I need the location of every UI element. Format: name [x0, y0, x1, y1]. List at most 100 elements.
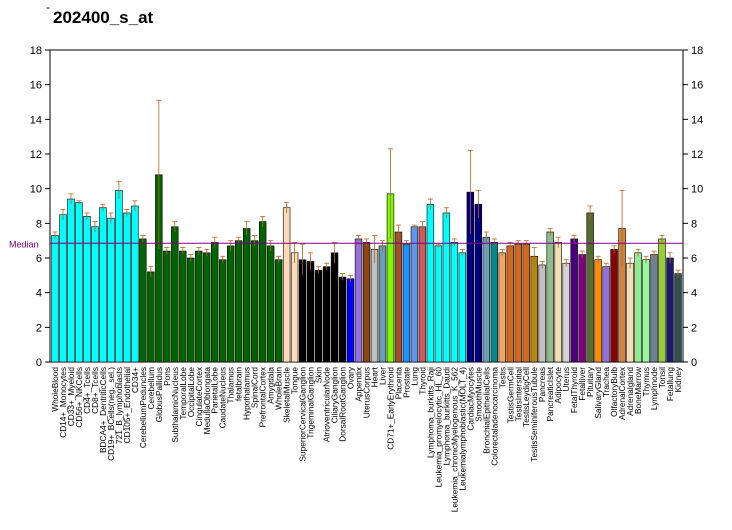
corner-mark: -	[46, 0, 50, 14]
x-tick-label: PancreaticIslet	[545, 366, 555, 421]
x-tick-label: SubthalamicNucleus	[170, 367, 180, 443]
bar-OccipitalLobe	[187, 257, 195, 363]
bar-CerebellumPeduncles	[139, 238, 147, 363]
x-tick-label: Liver	[377, 367, 387, 385]
bar-TrigeminalGanglion	[306, 261, 315, 363]
x-tick-label: Appendix	[354, 366, 364, 401]
chart-title: 202400_s_at	[53, 8, 154, 27]
bar-Adipocyte	[554, 242, 562, 363]
x-tick-label: CD34+	[130, 367, 140, 393]
x-tick-label: Testis	[497, 367, 507, 388]
x-tick-label: Leukemia_chronicMyelogenous_K_562	[449, 367, 459, 513]
x-tick-label: Amygdala	[266, 367, 276, 404]
bar-Kidney	[674, 273, 682, 363]
bar-CingulateCortex	[195, 250, 203, 363]
bar-SpinalCord	[250, 240, 259, 363]
bar-Amygdala	[266, 245, 275, 363]
x-tick-label: SuperiorCervicalGanglion	[298, 367, 308, 462]
x-tick-label: GlobusPallidus	[154, 367, 164, 422]
x-tick-label: CaudateNucleus	[218, 367, 228, 428]
bar-721_B_lymphoblasts	[115, 190, 123, 363]
y-tick-label-left: 10	[30, 184, 42, 196]
bar-Fetalliver	[578, 254, 586, 363]
x-tick-label: Ovary	[346, 366, 356, 389]
bar-Leukemia_promyelocytic_HL_60	[434, 245, 443, 363]
bar-Cerebellum	[147, 271, 155, 363]
bar-SmoothMuscle	[474, 203, 483, 363]
bar-Liver	[378, 245, 387, 363]
bar-Trachea	[602, 266, 610, 363]
x-tick-label: SkeletalMuscle	[282, 367, 292, 423]
x-tick-label: CD4+_Tcells	[82, 367, 92, 414]
x-tick-label: DorsalRootGanglion	[338, 367, 348, 442]
y-tick-label-right: 0	[691, 357, 697, 369]
x-tick-label: TrigeminalGanglion	[306, 367, 316, 439]
x-tick-label: CD56+_NKCells	[74, 367, 84, 428]
x-tick-label: Kidney	[673, 366, 683, 392]
x-tick-label: WholeBlood	[50, 367, 60, 412]
x-tick-label: CD8+_Tcells	[90, 367, 100, 414]
y-tick-label-left: 14	[30, 114, 42, 126]
y-tick-label-left: 8	[36, 218, 42, 230]
bar-Lymphnode	[650, 254, 658, 363]
bar-Tongue	[290, 252, 299, 363]
x-tick-label: CardiacMyocytes	[465, 367, 475, 431]
bar-CD4+_Tcells	[83, 216, 91, 363]
bar-TestisSeminiferousTubule	[530, 255, 538, 363]
x-tick-label: ParietalLobe	[210, 367, 220, 414]
x-tick-label: 721_B_lymphoblasts	[114, 367, 124, 444]
bar-Lymphoma_burkitts_Raji	[426, 203, 435, 363]
bar-Lung	[410, 226, 419, 363]
bar-Skin	[314, 269, 323, 363]
x-tick-label: Prostate	[401, 367, 411, 398]
x-tick-label: Thyroid	[417, 367, 427, 395]
bar-TestisIntersitial	[514, 243, 522, 363]
x-tick-label: BronchialEpithelialCells	[481, 367, 491, 454]
bar-AtrioventricularNode	[322, 266, 331, 363]
bar-Placenta	[394, 231, 403, 363]
bar-CiliaryGanglion	[330, 252, 339, 363]
x-tick-label: Placenta	[393, 367, 403, 400]
x-tick-label: Adrenalgland	[625, 367, 635, 416]
y-tick-label-right: 4	[691, 288, 697, 300]
y-tick-label-right: 12	[691, 149, 703, 161]
x-tick-label: AtrioventricularNode	[322, 367, 332, 443]
bar-Thymus	[642, 259, 650, 363]
bar-Fetallung	[666, 257, 674, 363]
x-tick-label: Lymphoma_burkitts_Raji	[425, 367, 435, 458]
y-tick-label-left: 18	[30, 45, 42, 57]
bar-BronchialEpithelialCells	[482, 236, 491, 363]
x-tick-label: Thymus	[641, 367, 651, 397]
x-tick-label: CD105+_Endothelial	[122, 367, 132, 443]
x-tick-label: CiliaryGanglion	[330, 367, 340, 424]
x-tick-label: OccipitalLobe	[186, 367, 196, 418]
bar-OlfactoryBulb	[610, 249, 618, 363]
x-tick-label: Heart	[369, 366, 379, 387]
bar-BoneMarrow	[634, 252, 642, 363]
x-tick-label: Skin	[314, 367, 324, 384]
x-tick-label: TemporalLobe	[178, 367, 188, 420]
bar-MedullaOblongata	[203, 252, 211, 363]
bar-Appendix	[354, 238, 363, 363]
x-tick-label: Tonsil	[657, 367, 667, 388]
x-tick-label: MedullaOblongata	[202, 367, 212, 435]
x-tick-label: Pons	[162, 367, 172, 386]
bar-Leukemialymphoblastic(MOLT_4)	[458, 252, 467, 363]
y-tick-label-left: 0	[36, 357, 42, 369]
x-tick-label: CD33+_Myeloid	[66, 367, 76, 427]
x-tick-label: Pancreas	[537, 367, 547, 402]
bar-Thalamus	[227, 245, 235, 363]
y-tick-label-right: 2	[691, 322, 697, 334]
x-tick-label: WholeBrain	[274, 367, 284, 410]
bar-Heart	[370, 249, 379, 363]
x-tick-label: Tongue	[290, 367, 300, 395]
x-tick-label: Uterus	[561, 367, 571, 391]
bar-CD105+_Endothelial	[123, 212, 131, 363]
median-label: Median	[9, 239, 39, 249]
x-tick-label: CerebellumPeduncles	[138, 367, 148, 448]
x-tick-label: TestisIntersitial	[513, 367, 523, 422]
x-tick-label: SalivaryGland	[593, 367, 603, 419]
bar-FetalThyroid	[570, 238, 578, 363]
